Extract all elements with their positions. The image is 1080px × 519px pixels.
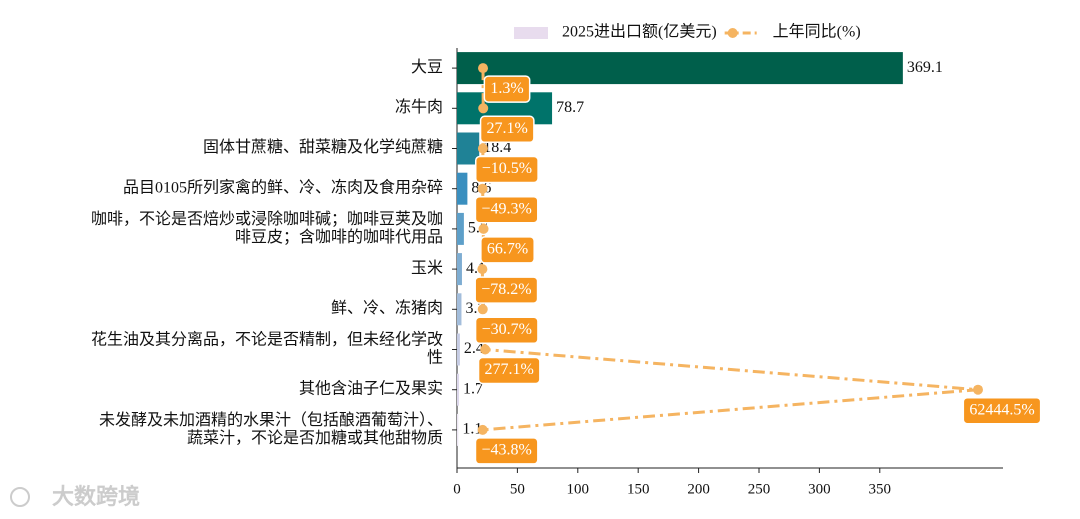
yoy-label: 27.1%: [479, 115, 535, 144]
yoy-marker: [477, 264, 488, 275]
yoy-label: 277.1%: [477, 356, 541, 385]
bar: [457, 52, 903, 85]
bar: [457, 132, 480, 165]
yoy-label-text: −78.2%: [481, 281, 531, 298]
yoy-marker: [477, 143, 488, 154]
yoy-label-text: 27.1%: [487, 120, 528, 137]
bar: [457, 293, 462, 326]
yoy-marker: [477, 424, 488, 435]
bar: [457, 413, 459, 446]
yoy-label-text: −49.3%: [481, 200, 531, 217]
y-tick-label: 鲜、冷、冻猪肉: [331, 299, 443, 317]
x-tick-label: 100: [567, 481, 590, 497]
yoy-marker: [478, 223, 489, 234]
bar-value-label: 1.7: [463, 380, 483, 397]
yoy-line: [480, 68, 979, 432]
yoy-label-box: [474, 276, 539, 304]
yoy-label: −30.7%: [474, 316, 539, 345]
y-tick-label: 未发酵及未加酒精的水果汁（包括酿酒葡萄汁）、蔬菜汁，不论是否加糖或其他甜物质: [99, 411, 443, 447]
yoy-label-text: −43.8%: [481, 442, 531, 459]
yoy-label-box: [474, 195, 539, 224]
yoy-label-text: 277.1%: [485, 361, 534, 378]
yoy-label-box: [474, 155, 539, 184]
x-tick-label: 300: [808, 481, 831, 497]
y-tick-label: 品目0105所列家禽的鲜、冷、冻肉及食用杂碎: [123, 178, 443, 196]
yoy-label-box: [480, 236, 535, 264]
yoy-label-box: [483, 75, 531, 103]
watermark-text: 大数跨境: [52, 484, 140, 510]
yoy-marker: [477, 183, 488, 194]
x-tick-label: 350: [869, 481, 892, 497]
yoy-label: 66.7%: [480, 236, 535, 264]
yoy-label: −10.5%: [474, 155, 539, 184]
legend-label: 上年同比(%): [773, 23, 861, 41]
yoy-marker: [972, 384, 983, 395]
bar: [457, 253, 462, 286]
y-tick-label: 其他含油子仁及果实: [299, 379, 443, 397]
yoy-label: −49.3%: [474, 195, 539, 224]
bar-value-label: 369.1: [907, 59, 943, 76]
bar: [457, 172, 468, 205]
legend-label: 2025进出口额(亿美元): [562, 23, 717, 41]
y-tick-label: 大豆: [411, 58, 443, 76]
yoy-label-box: [962, 396, 1042, 425]
x-tick-label: 200: [687, 481, 710, 497]
yoy-label: 1.3%: [483, 75, 531, 103]
yoy-label-box: [479, 115, 535, 144]
bar: [457, 333, 460, 366]
yoy-label: −78.2%: [474, 276, 539, 304]
yoy-marker: [480, 344, 491, 355]
x-tick-label: 150: [627, 481, 650, 497]
legend-swatch: [514, 27, 548, 39]
x-tick-label: 50: [510, 481, 525, 497]
bar: [457, 373, 460, 406]
yoy-marker: [477, 304, 488, 315]
x-tick-label: 250: [748, 481, 771, 497]
yoy-label-box: [474, 437, 539, 465]
x-tick-label: 0: [453, 481, 461, 497]
yoy-label: 62444.5%: [962, 396, 1042, 425]
bar-value-label: 2.4: [464, 340, 484, 357]
yoy-label-text: 1.3%: [490, 80, 523, 97]
yoy-label-box: [477, 356, 541, 385]
y-tick-label: 冻牛肉: [395, 98, 443, 116]
watermark: 大数跨境: [10, 484, 140, 510]
bar-value-label: 78.7: [556, 99, 584, 116]
yoy-label: −43.8%: [474, 437, 539, 465]
yoy-label-text: 66.7%: [487, 241, 528, 258]
bar-value-label: 1.1: [462, 421, 482, 438]
y-tick-label: 玉米: [411, 259, 443, 277]
yoy-marker: [478, 63, 489, 74]
bar-value-label: 18.4: [483, 139, 511, 156]
yoy-label-box: [474, 316, 539, 345]
yoy-label-text: 62444.5%: [969, 401, 1034, 418]
y-tick-label: 咖啡，不论是否焙炒或浸除咖啡碱；咖啡豆荚及咖啡豆皮；含咖啡的咖啡代用品: [91, 210, 443, 246]
yoy-label-text: −10.5%: [482, 160, 532, 177]
bar: [457, 212, 464, 245]
y-tick-label: 花生油及其分离品，不论是否精制，但未经化学改性: [91, 330, 443, 366]
watermark-icon: [10, 487, 30, 507]
yoy-marker: [478, 103, 489, 114]
yoy-label-text: −30.7%: [482, 321, 532, 338]
y-tick-label: 固体甘蔗糖、甜菜糖及化学纯蔗糖: [203, 138, 443, 156]
legend-marker: [727, 28, 738, 38]
